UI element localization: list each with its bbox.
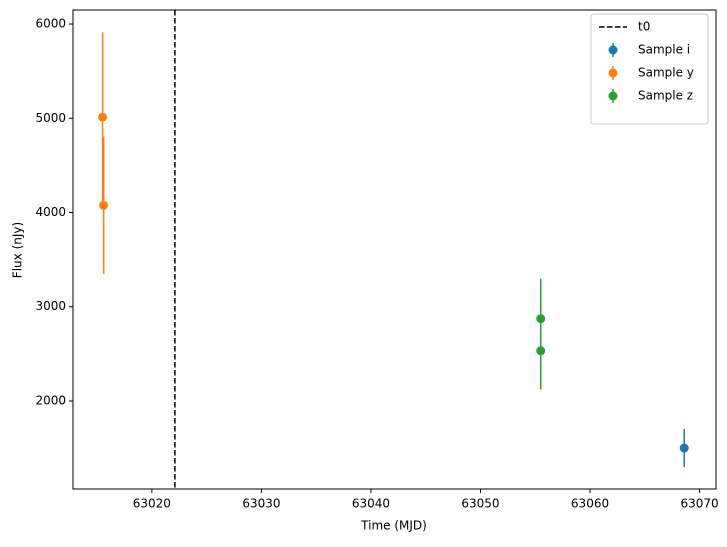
data-point — [536, 346, 546, 356]
y-tick-label: 6000 — [35, 17, 66, 31]
y-axis-label: Flux (nJy) — [11, 222, 25, 278]
plot-frame — [72, 9, 717, 490]
x-tick-label: 63040 — [352, 497, 390, 511]
x-tick-label: 63030 — [242, 497, 280, 511]
y-tick-label: 5000 — [35, 111, 66, 125]
legend-label: Sample y — [638, 66, 694, 80]
data-point — [98, 112, 108, 122]
legend-box — [590, 13, 709, 125]
y-tick-label: 3000 — [35, 299, 66, 313]
data-point — [99, 200, 109, 210]
legend-swatch — [608, 68, 618, 78]
legend-label: Sample i — [638, 43, 690, 57]
x-tick-label: 63060 — [571, 497, 609, 511]
x-tick-label: 63020 — [133, 497, 171, 511]
x-axis-label: Time (MJD) — [360, 519, 427, 533]
legend-swatch — [608, 45, 618, 55]
y-tick-label: 2000 — [35, 393, 66, 407]
x-tick-label: 63070 — [680, 497, 718, 511]
y-tick-label: 4000 — [35, 205, 66, 219]
legend-swatch — [608, 91, 618, 101]
legend-label: Sample z — [638, 89, 693, 103]
legend-label: t0 — [638, 20, 650, 34]
x-tick-label: 63050 — [461, 497, 499, 511]
data-point — [679, 443, 689, 453]
